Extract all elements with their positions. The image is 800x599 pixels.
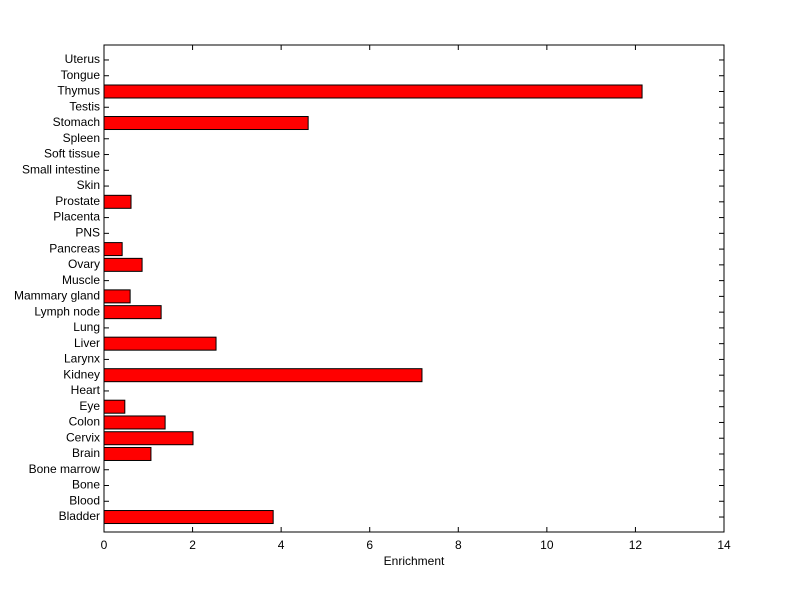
y-tick-label: Larynx [64, 352, 100, 366]
y-tick-label: Brain [72, 446, 100, 460]
y-tick-label: Heart [71, 383, 101, 397]
x-tick-label: 8 [455, 538, 462, 552]
y-tick-label: Muscle [62, 273, 100, 287]
y-tick-label: Eye [79, 399, 100, 413]
y-tick-label: Testis [69, 99, 100, 113]
x-axis-label: Enrichment [384, 554, 445, 568]
x-tick-label: 0 [101, 538, 108, 552]
x-tick-label: 4 [278, 538, 285, 552]
y-tick-label: Placenta [53, 210, 100, 224]
bar [103, 415, 166, 430]
y-tick-label: Spleen [63, 131, 100, 145]
bar [103, 336, 217, 351]
x-tick-label: 12 [629, 538, 643, 552]
y-tick-label: Lung [73, 320, 100, 334]
y-tick-label: Stomach [53, 115, 100, 129]
bar [103, 368, 423, 383]
y-tick-label: Small intestine [22, 162, 100, 176]
x-tick-label: 10 [540, 538, 554, 552]
y-tick-label: Prostate [55, 194, 100, 208]
y-tick-label: Pancreas [49, 241, 100, 255]
bar [103, 510, 274, 525]
bar [103, 194, 132, 209]
y-tick-label: Uterus [65, 52, 100, 66]
y-tick-label: Skin [77, 178, 100, 192]
y-tick-label: Bladder [59, 509, 100, 523]
y-tick-label: Bone [72, 478, 100, 492]
y-tick-label: Mammary gland [14, 289, 100, 303]
y-tick-label: Lymph node [34, 304, 100, 318]
y-tick-label: PNS [75, 226, 100, 240]
bar [103, 116, 309, 131]
bar [103, 257, 143, 272]
x-tick-label: 2 [189, 538, 196, 552]
y-tick-label: Tongue [61, 68, 101, 82]
y-tick-label: Bone marrow [29, 462, 101, 476]
x-tick-label: 14 [717, 538, 731, 552]
y-tick-label: Thymus [57, 84, 100, 98]
y-tick-label: Kidney [63, 367, 100, 381]
y-tick-label: Soft tissue [44, 147, 100, 161]
y-tick-label: Liver [74, 336, 100, 350]
bar [103, 399, 126, 414]
bar [103, 84, 643, 99]
y-tick-label: Blood [69, 493, 100, 507]
bar [103, 242, 123, 257]
x-tick-label: 6 [366, 538, 373, 552]
bar [103, 446, 152, 461]
bar [103, 305, 162, 320]
y-tick-label: Cervix [66, 430, 100, 444]
y-tick-label: Ovary [68, 257, 100, 271]
bar [103, 289, 131, 304]
y-tick-label: Colon [69, 415, 100, 429]
bar [103, 431, 194, 446]
